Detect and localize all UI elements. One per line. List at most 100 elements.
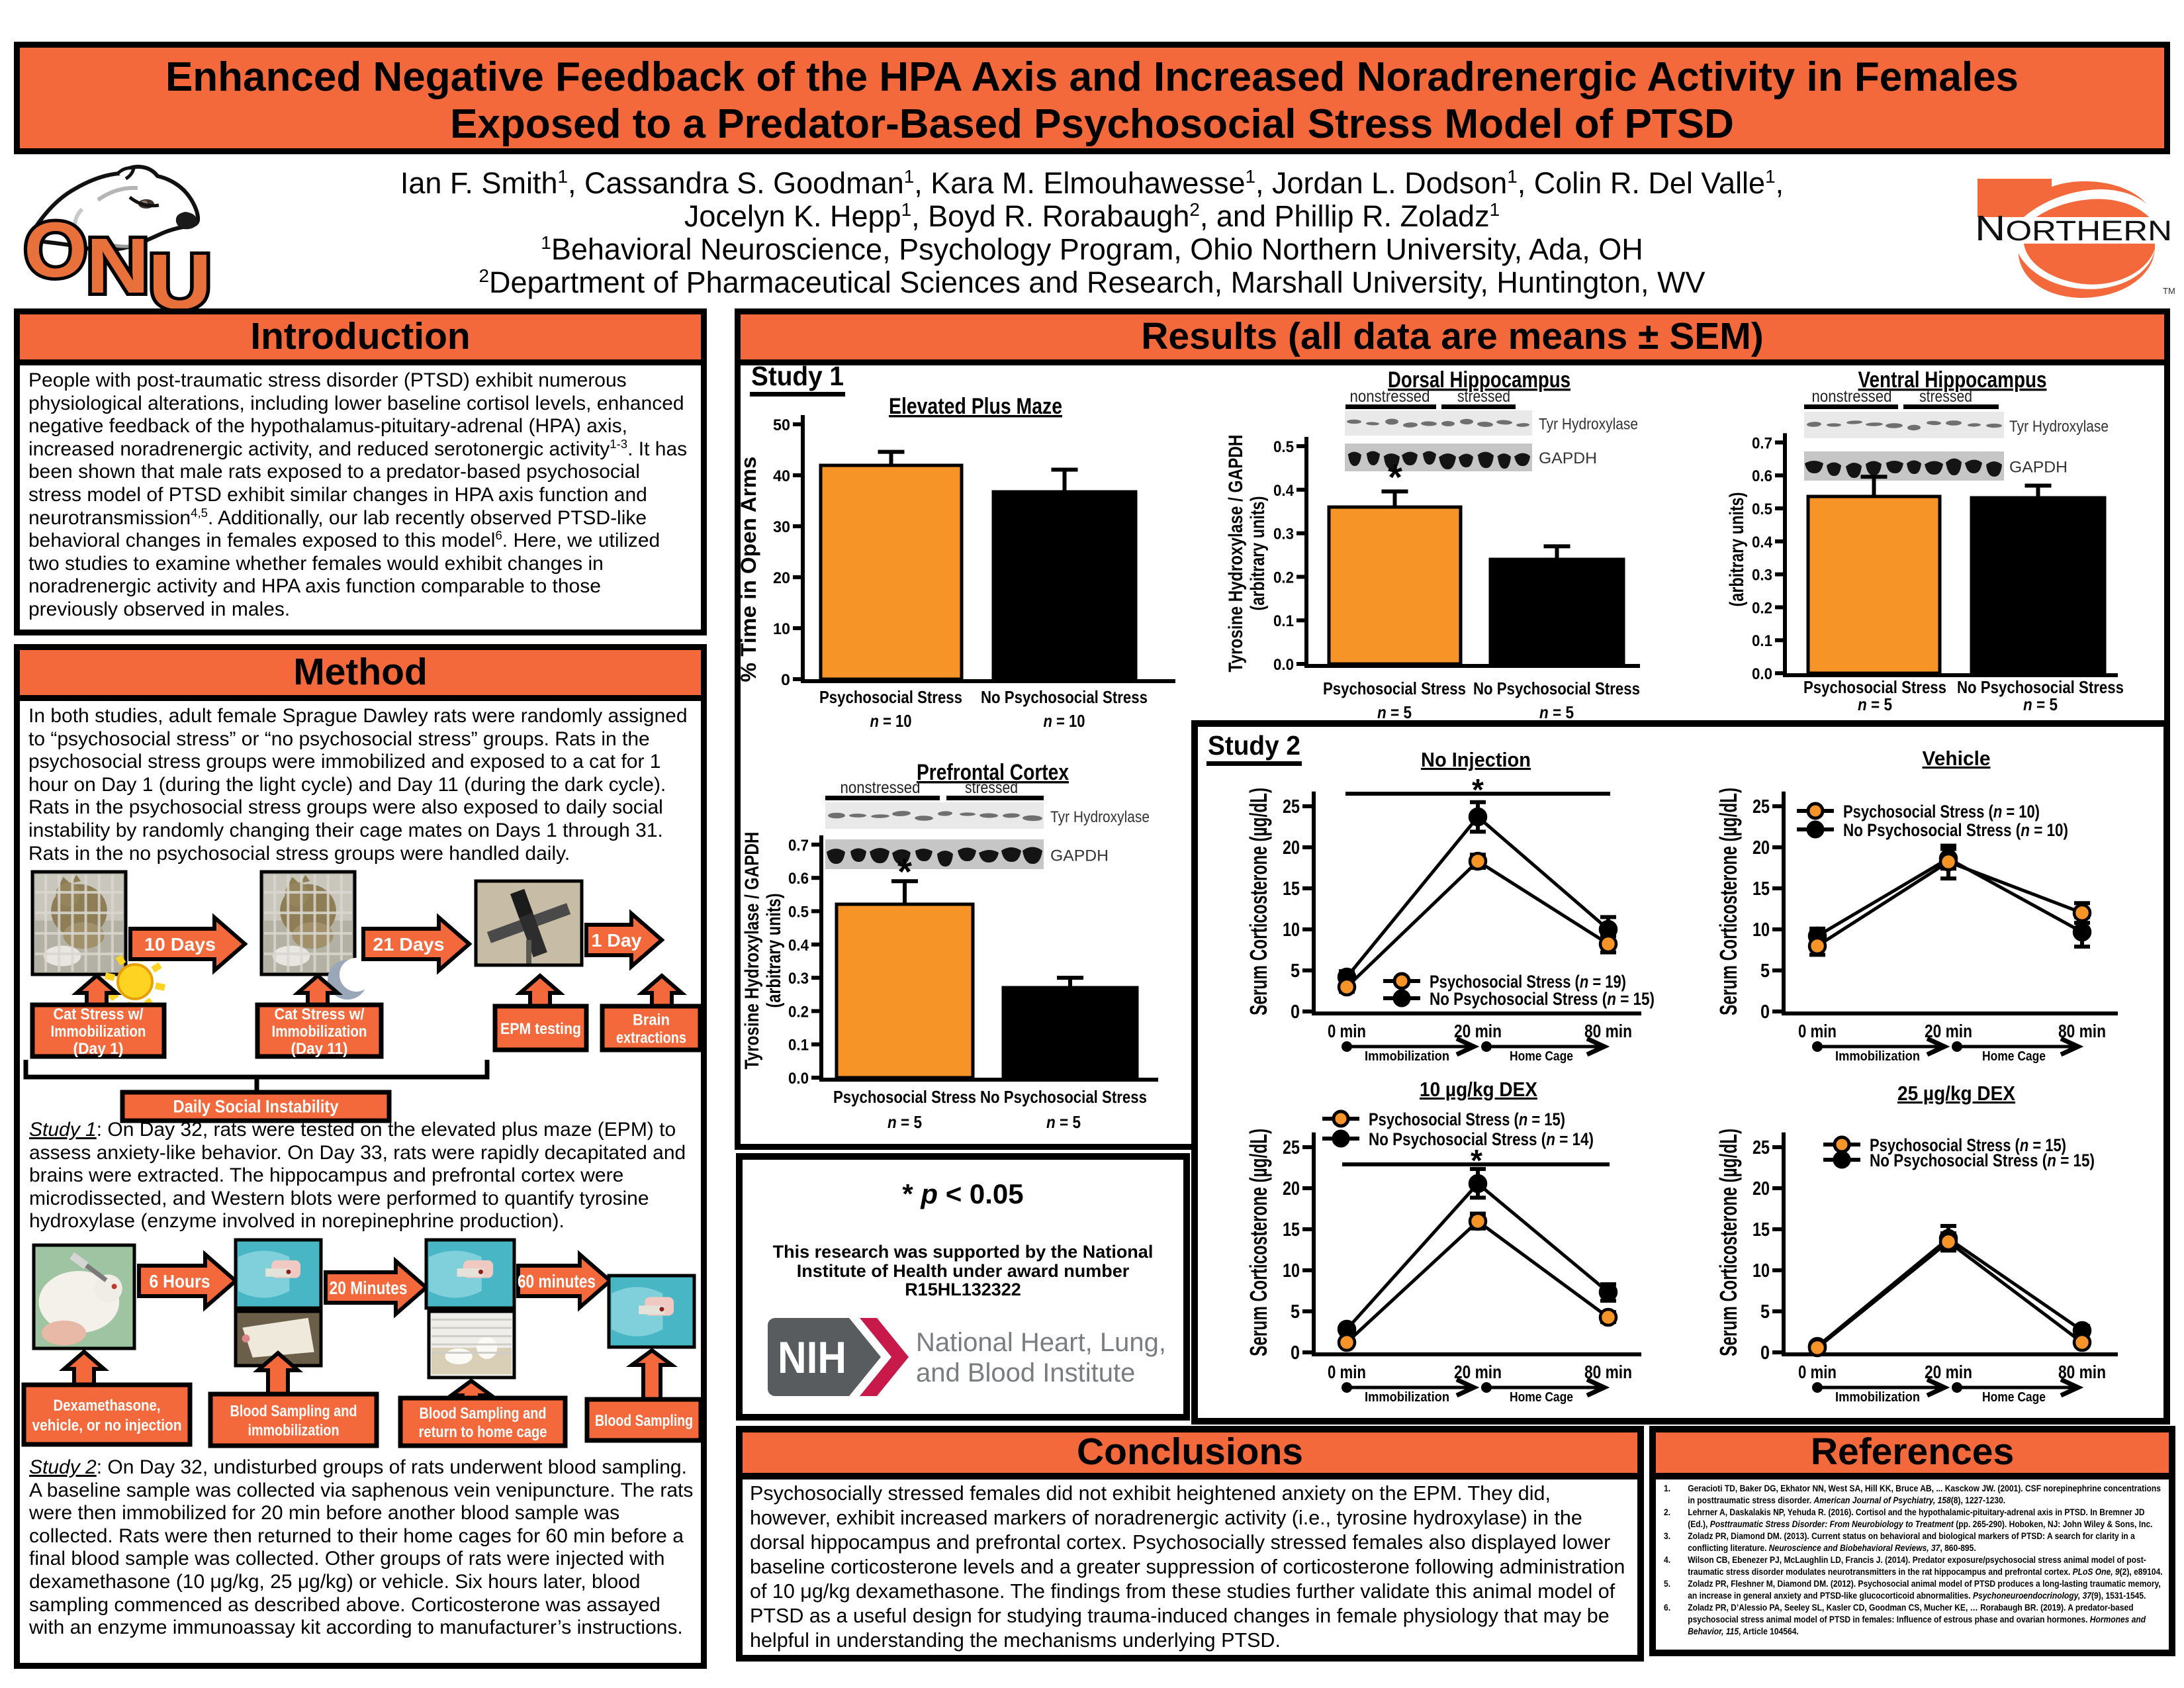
svg-text:10: 10 bbox=[1283, 1260, 1300, 1282]
svg-text:21 Days: 21 Days bbox=[373, 934, 445, 955]
svg-text:5: 5 bbox=[1760, 961, 1770, 982]
svg-text:0.1: 0.1 bbox=[1273, 612, 1294, 630]
svg-text:National Heart, Lung,: National Heart, Lung, bbox=[916, 1328, 1166, 1357]
svg-text:0.6: 0.6 bbox=[1752, 467, 1772, 485]
svg-text:Study 2: Study 2 bbox=[1208, 730, 1300, 761]
svg-text:Serum Corticosterone (µg/dL): Serum Corticosterone (µg/dL) bbox=[1715, 1129, 1742, 1356]
svg-text:20: 20 bbox=[773, 569, 790, 587]
svg-text:0.4: 0.4 bbox=[1752, 534, 1773, 551]
svg-text:0.2: 0.2 bbox=[1273, 569, 1294, 586]
svg-text:Elevated Plus Maze: Elevated Plus Maze bbox=[889, 394, 1062, 419]
svg-text:n = 5: n = 5 bbox=[1858, 694, 1892, 714]
svg-text:Blood Sampling and: Blood Sampling and bbox=[230, 1403, 357, 1421]
svg-text:20 min: 20 min bbox=[1925, 1021, 1972, 1041]
svg-text:0 min: 0 min bbox=[1328, 1362, 1366, 1382]
svg-text:No Psychosocial Stress (n = 15: No Psychosocial Stress (n = 15) bbox=[1430, 989, 1655, 1009]
svg-text:n = 10: n = 10 bbox=[870, 711, 912, 731]
svg-text:extractions: extractions bbox=[616, 1029, 686, 1047]
svg-text:Blood Sampling and: Blood Sampling and bbox=[420, 1405, 547, 1423]
svg-text:No Psychosocial Stress: No Psychosocial Stress bbox=[980, 1087, 1147, 1107]
svg-text:n = 5: n = 5 bbox=[1377, 702, 1412, 722]
svg-text:GAPDH: GAPDH bbox=[1050, 847, 1109, 865]
svg-text:Tyr Hydroxylase: Tyr Hydroxylase bbox=[1539, 416, 1638, 434]
svg-text:n = 5: n = 5 bbox=[1539, 702, 1574, 722]
svg-text:0: 0 bbox=[1291, 1002, 1300, 1023]
svg-text:Serum Corticosterone (µg/dL): Serum Corticosterone (µg/dL) bbox=[1245, 1129, 1272, 1356]
svg-text:25: 25 bbox=[1283, 1137, 1300, 1158]
svg-text:20: 20 bbox=[1283, 1178, 1300, 1199]
svg-text:0 min: 0 min bbox=[1798, 1021, 1837, 1041]
svg-text:(arbitrary units): (arbitrary units) bbox=[763, 894, 785, 1008]
svg-text:Serum Corticosterone (µg/dL): Serum Corticosterone (µg/dL) bbox=[1715, 788, 1742, 1015]
svg-text:0.6: 0.6 bbox=[788, 870, 809, 888]
svg-text:6 Hours: 6 Hours bbox=[150, 1271, 210, 1291]
svg-text:Home Cage: Home Cage bbox=[1982, 1049, 2046, 1064]
svg-text:80 min: 80 min bbox=[2058, 1021, 2106, 1041]
svg-text:Cat Stress w/: Cat Stress w/ bbox=[54, 1006, 144, 1023]
svg-text:Immobilization: Immobilization bbox=[272, 1023, 367, 1041]
svg-text:nonstressed: nonstressed bbox=[1812, 387, 1892, 406]
svg-text:stressed: stressed bbox=[1919, 387, 1972, 406]
svg-text:and Blood Institute: and Blood Institute bbox=[916, 1358, 1135, 1387]
svg-text:25: 25 bbox=[1752, 796, 1770, 818]
svg-text:vehicle, or no injection: vehicle, or no injection bbox=[32, 1417, 182, 1434]
svg-text:Psychosocial Stress (n = 19): Psychosocial Stress (n = 19) bbox=[1430, 972, 1626, 992]
svg-text:Ventral Hippocampus: Ventral Hippocampus bbox=[1858, 368, 2047, 393]
svg-text:No Injection: No Injection bbox=[1421, 748, 1531, 771]
svg-text:0: 0 bbox=[1760, 1342, 1770, 1364]
svg-text:No Psychosocial Stress: No Psychosocial Stress bbox=[1473, 679, 1640, 698]
svg-text:0.3: 0.3 bbox=[788, 970, 809, 988]
svg-text:TM: TM bbox=[2163, 286, 2175, 296]
svg-text:Psychosocial Stress: Psychosocial Stress bbox=[833, 1087, 976, 1107]
svg-text:10: 10 bbox=[773, 620, 790, 638]
svg-text:Serum Corticosterone (µg/dL): Serum Corticosterone (µg/dL) bbox=[1245, 788, 1272, 1015]
svg-text:0.0: 0.0 bbox=[1752, 665, 1772, 683]
svg-text:Home Cage: Home Cage bbox=[1982, 1390, 2046, 1405]
svg-text:10: 10 bbox=[1283, 919, 1300, 941]
svg-text:Brain: Brain bbox=[633, 1011, 670, 1029]
svg-text:5: 5 bbox=[1760, 1301, 1770, 1323]
svg-text:Immobilization: Immobilization bbox=[51, 1023, 146, 1041]
svg-text:Study 1: Study 1 bbox=[751, 361, 844, 391]
svg-text:stressed: stressed bbox=[965, 778, 1018, 797]
svg-text:0.5: 0.5 bbox=[788, 904, 809, 921]
svg-text:No Psychosocial Stress (n = 10: No Psychosocial Stress (n = 10) bbox=[1843, 820, 2068, 840]
svg-text:Immobilization: Immobilization bbox=[1365, 1049, 1449, 1064]
svg-text:Psychosocial Stress (n = 10): Psychosocial Stress (n = 10) bbox=[1843, 802, 2040, 821]
svg-text:30: 30 bbox=[773, 518, 790, 536]
svg-text:10 Days: 10 Days bbox=[144, 934, 216, 955]
svg-text:25 µg/kg DEX: 25 µg/kg DEX bbox=[1897, 1082, 2015, 1105]
svg-text:10: 10 bbox=[1752, 919, 1770, 941]
svg-text:Dorsal Hippocampus: Dorsal Hippocampus bbox=[1388, 368, 1570, 393]
svg-text:Psychosocial Stress: Psychosocial Stress bbox=[819, 687, 962, 707]
svg-text:U: U bbox=[148, 238, 212, 310]
svg-text:No Psychosocial Stress: No Psychosocial Stress bbox=[1957, 677, 2124, 697]
svg-text:n = 10: n = 10 bbox=[1044, 711, 1085, 731]
svg-text:0.5: 0.5 bbox=[1752, 500, 1772, 518]
svg-text:0.7: 0.7 bbox=[788, 837, 809, 855]
svg-text:Cat Stress w/: Cat Stress w/ bbox=[275, 1006, 365, 1023]
svg-text:GAPDH: GAPDH bbox=[2009, 459, 2068, 477]
svg-text:Tyrosine Hydroxylase / GAPDH: Tyrosine Hydroxylase / GAPDH bbox=[741, 832, 763, 1070]
svg-text:Immobilization: Immobilization bbox=[1835, 1390, 1920, 1405]
svg-text:60 minutes: 60 minutes bbox=[518, 1271, 596, 1291]
svg-text:15: 15 bbox=[1752, 878, 1770, 900]
svg-text:Immobilization: Immobilization bbox=[1835, 1049, 1920, 1064]
svg-text:0.1: 0.1 bbox=[1752, 632, 1772, 650]
svg-text:Tyr Hydroxylase: Tyr Hydroxylase bbox=[2009, 418, 2109, 436]
svg-text:20 min: 20 min bbox=[1454, 1021, 1502, 1041]
svg-text:nonstressed: nonstressed bbox=[1350, 387, 1430, 406]
svg-text:(arbitrary units): (arbitrary units) bbox=[1726, 492, 1748, 607]
svg-text:Vehicle: Vehicle bbox=[1923, 747, 1991, 770]
svg-text:return to home cage: return to home cage bbox=[419, 1423, 547, 1441]
svg-text:0.2: 0.2 bbox=[1752, 599, 1772, 617]
svg-text:Daily Social Instability: Daily Social Instability bbox=[173, 1097, 339, 1117]
svg-text:10: 10 bbox=[1752, 1260, 1770, 1282]
svg-text:0 min: 0 min bbox=[1328, 1021, 1366, 1041]
svg-text:n = 5: n = 5 bbox=[887, 1112, 922, 1132]
svg-text:0.3: 0.3 bbox=[1752, 567, 1772, 585]
svg-text:Psychosocial Stress (n = 15): Psychosocial Stress (n = 15) bbox=[1870, 1135, 2066, 1155]
svg-text:0: 0 bbox=[1291, 1342, 1300, 1364]
svg-text:Psychosocial Stress (n = 15): Psychosocial Stress (n = 15) bbox=[1369, 1109, 1565, 1129]
